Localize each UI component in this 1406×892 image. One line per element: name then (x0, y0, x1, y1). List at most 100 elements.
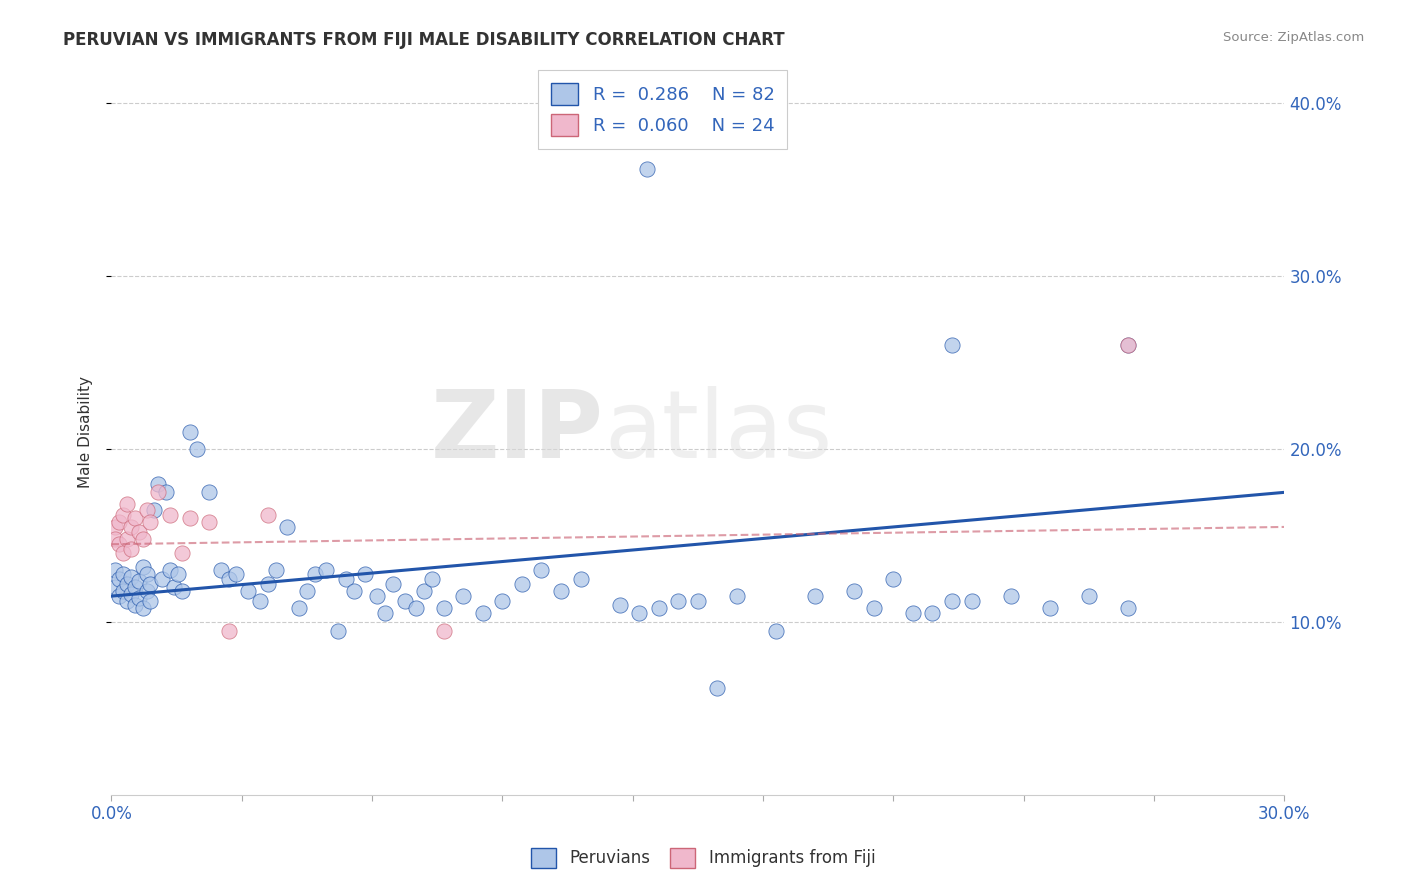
Point (120, 520, 142, 534)
Point (863, 601, 886, 615)
Point (120, 542, 142, 557)
Y-axis label: Male Disability: Male Disability (79, 376, 93, 488)
Point (170, 583, 193, 598)
Point (179, 425, 201, 439)
Text: PERUVIAN VS IMMIGRANTS FROM FIJI MALE DISABILITY CORRELATION CHART: PERUVIAN VS IMMIGRANTS FROM FIJI MALE DI… (63, 31, 785, 49)
Point (901, 607, 924, 621)
Point (104, 581, 127, 595)
Point (921, 607, 943, 621)
Point (366, 589, 388, 603)
Point (354, 566, 377, 581)
Point (135, 502, 157, 516)
Point (139, 515, 162, 529)
Point (159, 563, 181, 577)
Point (115, 498, 138, 512)
Point (941, 338, 963, 352)
Point (304, 566, 326, 581)
Point (225, 566, 247, 581)
Point (108, 589, 131, 603)
Point (179, 511, 201, 525)
Point (150, 572, 173, 586)
Point (960, 594, 983, 608)
Point (1116, 338, 1139, 352)
Point (128, 574, 150, 588)
Point (112, 583, 135, 598)
Point (131, 559, 153, 574)
Point (804, 589, 827, 603)
Point (1116, 338, 1139, 352)
Point (326, 624, 349, 638)
Point (1077, 589, 1099, 603)
Point (636, 161, 658, 176)
Point (104, 520, 127, 534)
Point (264, 563, 287, 577)
Point (104, 563, 127, 577)
Point (124, 598, 146, 612)
Point (295, 583, 318, 598)
Point (159, 508, 181, 522)
Point (115, 532, 138, 546)
Point (104, 532, 127, 546)
Point (124, 511, 146, 525)
Point (166, 566, 188, 581)
Point (405, 601, 427, 615)
Point (451, 589, 474, 603)
Point (276, 520, 298, 534)
Point (139, 577, 162, 591)
Point (381, 577, 404, 591)
Point (131, 532, 153, 546)
Point (112, 546, 135, 560)
Point (374, 607, 396, 621)
Point (491, 594, 513, 608)
Point (256, 577, 278, 591)
Point (148, 476, 170, 491)
Point (209, 563, 232, 577)
Point (315, 563, 337, 577)
Point (882, 572, 904, 586)
Point (115, 577, 138, 591)
Point (112, 508, 135, 522)
Text: ZIP: ZIP (432, 386, 605, 478)
Point (725, 589, 748, 603)
Point (108, 572, 131, 586)
Point (1039, 601, 1062, 615)
Point (510, 577, 533, 591)
Point (471, 607, 494, 621)
Point (686, 594, 709, 608)
Point (238, 583, 260, 598)
Point (530, 563, 553, 577)
Text: Source: ZipAtlas.com: Source: ZipAtlas.com (1223, 31, 1364, 45)
Point (186, 442, 208, 456)
Point (128, 591, 150, 605)
Point (115, 594, 138, 608)
Point (550, 583, 572, 598)
Point (139, 594, 162, 608)
Point (941, 594, 963, 608)
Point (135, 566, 157, 581)
Point (288, 601, 311, 615)
Point (648, 601, 671, 615)
Legend: R =  0.286    N = 82, R =  0.060    N = 24: R = 0.286 N = 82, R = 0.060 N = 24 (538, 70, 787, 149)
Point (249, 594, 271, 608)
Point (148, 485, 170, 500)
Point (666, 594, 689, 608)
Point (765, 624, 787, 638)
Point (433, 624, 456, 638)
Legend: Peruvians, Immigrants from Fiji: Peruvians, Immigrants from Fiji (524, 841, 882, 875)
Point (218, 624, 240, 638)
Point (256, 508, 278, 522)
Point (569, 572, 592, 586)
Point (143, 502, 166, 516)
Point (1116, 601, 1139, 615)
Point (218, 572, 240, 586)
Point (609, 598, 631, 612)
Point (433, 601, 456, 615)
Point (128, 525, 150, 540)
Point (394, 594, 416, 608)
Point (112, 566, 135, 581)
Point (135, 583, 157, 598)
Point (420, 572, 443, 586)
Point (155, 485, 177, 500)
Point (108, 515, 131, 529)
Point (198, 485, 221, 500)
